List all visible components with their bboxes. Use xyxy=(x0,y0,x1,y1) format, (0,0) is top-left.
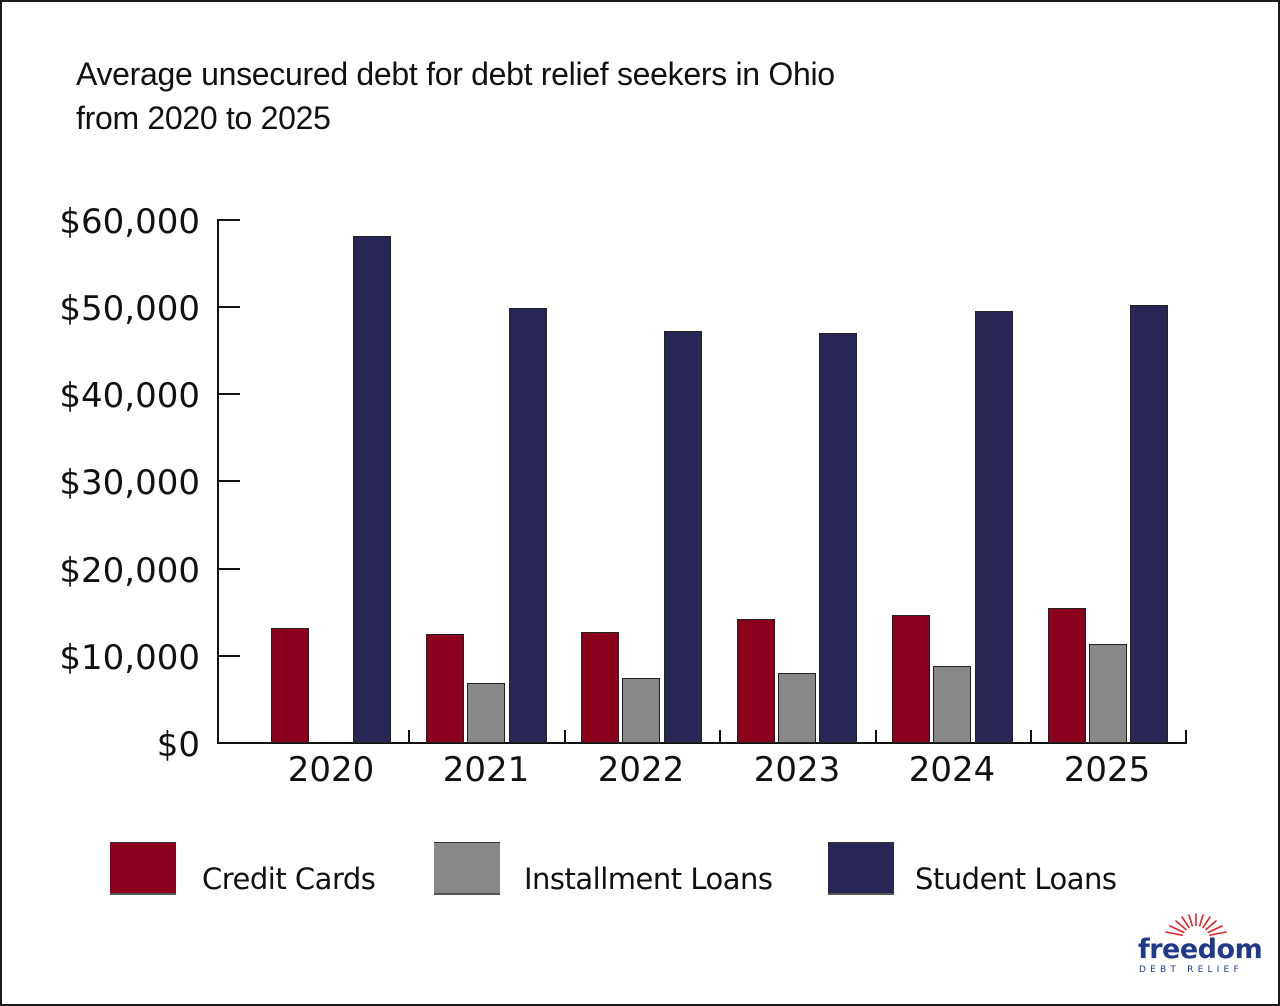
legend-label-credit-cards: Credit Cards xyxy=(202,862,376,896)
x-tick xyxy=(1185,730,1187,743)
y-tick-label-50000: $50,000 xyxy=(59,289,200,329)
chart-title-line-2: from 2020 to 2025 xyxy=(76,100,331,136)
bar-student-loans-2022 xyxy=(664,331,702,743)
x-tick xyxy=(408,730,410,743)
x-tick-label-2021: 2021 xyxy=(442,750,530,790)
bar-installment-loans-2023 xyxy=(778,673,816,743)
logo-wordmark: freedom xyxy=(1138,934,1263,965)
y-tick-label-40000: $40,000 xyxy=(59,376,200,416)
legend-label-installment-loans: Installment Loans xyxy=(524,862,773,896)
bar-credit-cards-2024 xyxy=(892,615,930,743)
chart-title: Average unsecured debt for debt relief s… xyxy=(76,52,1076,140)
legend-swatch-student-loans xyxy=(828,842,894,895)
bar-installment-loans-2024 xyxy=(933,666,971,743)
x-axis-line xyxy=(217,742,1187,744)
bar-student-loans-2023 xyxy=(819,333,857,743)
y-tick-label-20000: $20,000 xyxy=(59,551,200,591)
y-tick xyxy=(217,306,240,308)
x-tick-label-2025: 2025 xyxy=(1063,750,1151,790)
x-tick xyxy=(719,730,721,743)
bar-student-loans-2020 xyxy=(353,236,391,743)
bar-installment-loans-2021 xyxy=(467,683,505,743)
legend-swatch-credit-cards xyxy=(110,842,176,895)
x-tick xyxy=(564,730,566,743)
freedom-debt-relief-logo: freedom DEBT RELIEF xyxy=(1134,912,1263,982)
bar-student-loans-2025 xyxy=(1130,305,1168,743)
x-tick-label-2024: 2024 xyxy=(908,750,996,790)
x-tick-label-2020: 2020 xyxy=(287,750,375,790)
bar-credit-cards-2023 xyxy=(737,619,775,743)
x-tick-label-2022: 2022 xyxy=(597,750,685,790)
bar-installment-loans-2025 xyxy=(1089,644,1127,743)
chart-title-line-1: Average unsecured debt for debt relief s… xyxy=(76,56,835,92)
y-tick xyxy=(217,393,240,395)
bar-student-loans-2024 xyxy=(975,311,1013,743)
bar-installment-loans-2022 xyxy=(622,678,660,743)
y-tick xyxy=(217,480,240,482)
legend-label-student-loans: Student Loans xyxy=(915,862,1117,896)
y-tick-label-10000: $10,000 xyxy=(59,638,200,678)
y-tick-label-30000: $30,000 xyxy=(59,463,200,503)
sunburst-icon xyxy=(1165,913,1227,940)
bar-credit-cards-2020 xyxy=(271,628,309,743)
bar-credit-cards-2022 xyxy=(581,632,619,743)
bar-student-loans-2021 xyxy=(509,308,547,743)
x-tick xyxy=(1030,730,1032,743)
bar-credit-cards-2025 xyxy=(1048,608,1086,743)
y-tick xyxy=(217,219,240,221)
y-tick xyxy=(217,655,240,657)
y-tick-label-60000: $60,000 xyxy=(59,202,200,242)
y-tick-label-0: $0 xyxy=(156,725,200,765)
y-tick xyxy=(217,568,240,570)
logo-subtitle: DEBT RELIEF xyxy=(1139,965,1243,975)
x-tick xyxy=(875,730,877,743)
legend-swatch-installment-loans xyxy=(434,842,500,895)
bar-credit-cards-2021 xyxy=(426,634,464,743)
x-tick-label-2023: 2023 xyxy=(753,750,841,790)
